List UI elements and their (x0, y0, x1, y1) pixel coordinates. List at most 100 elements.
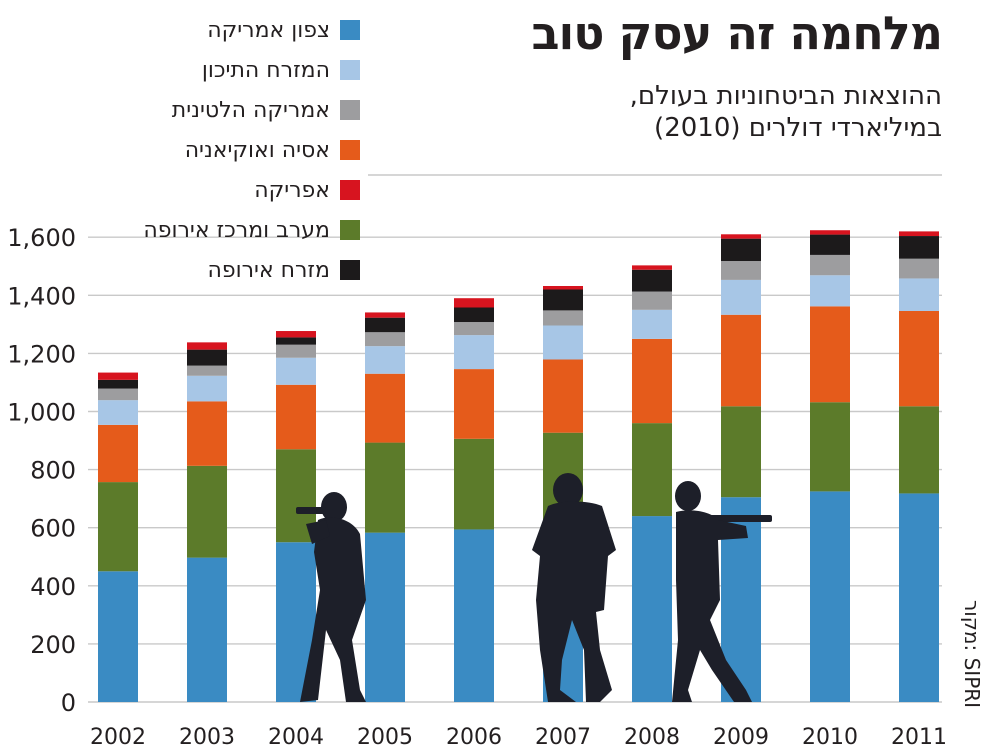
legend-swatch (340, 140, 360, 160)
x-tick-label: 2011 (891, 725, 947, 750)
bar-segment (187, 365, 227, 376)
x-tick-label: 2009 (713, 725, 769, 750)
bar-segment (187, 342, 227, 350)
bar-segment (632, 338, 672, 424)
bar-segment (810, 234, 850, 255)
bar-segment (187, 375, 227, 402)
bar-segment (899, 406, 939, 494)
bar-segment (365, 346, 405, 374)
bar-segment (276, 357, 316, 385)
legend-swatch (340, 180, 360, 200)
source-label: מקור: SIPRI (960, 600, 984, 709)
legend-label: מערב ומרכז אירופה (143, 217, 330, 243)
bar-segment (454, 307, 494, 323)
legend-label: המזרח התיכון (201, 57, 330, 83)
grid-lines (88, 174, 942, 703)
x-tick-label: 2006 (446, 725, 502, 750)
bar-segment (98, 424, 138, 483)
legend-swatch (340, 20, 360, 40)
bar-segment (899, 493, 939, 702)
bars (98, 230, 939, 702)
legend-label: צפון אמריקה (207, 17, 330, 43)
bar-segment (899, 236, 939, 259)
bar-segment (454, 529, 494, 702)
x-tick-label: 2005 (357, 725, 413, 750)
chart-subtitle: ההוצאות הביטחוניות בעולם, במיליארדי דולר… (630, 80, 942, 144)
y-tick-label: 800 (30, 457, 76, 485)
bar-segment (276, 384, 316, 450)
bar-segment (98, 372, 138, 380)
x-tick-label: 2003 (179, 725, 235, 750)
soldier-silhouettes (296, 473, 772, 702)
bar-segment (810, 230, 850, 235)
bar-segment (721, 406, 761, 498)
x-tick-label: 2010 (802, 725, 858, 750)
bar-segment (899, 231, 939, 237)
y-tick-label: 1,200 (7, 340, 76, 368)
legend-label: אפריקה (254, 177, 330, 203)
legend-label: אמריקה הלטינית (171, 97, 330, 123)
bar-segment (454, 298, 494, 308)
legend: צפון אמריקה המזרח התיכון אמריקה הלטינית אסי… (143, 10, 360, 290)
bar-segment (454, 369, 494, 439)
soldier-silhouette-icon (672, 481, 772, 702)
soldier-silhouette-icon (532, 473, 616, 702)
bar-segment (721, 279, 761, 315)
bar-segment (899, 310, 939, 407)
legend-swatch (340, 60, 360, 80)
bar-segment (899, 258, 939, 279)
legend-item: מזרח אירופה (143, 250, 360, 290)
bar-segment (543, 310, 583, 326)
bar-segment (454, 335, 494, 370)
legend-item: אמריקה הלטינית (143, 90, 360, 130)
y-tick-label: 200 (30, 631, 76, 659)
bar-segment (98, 482, 138, 572)
bar-segment (899, 278, 939, 311)
bar-segment (543, 359, 583, 433)
subtitle-line-2: במיליארדי דולרים (2010) (654, 113, 942, 143)
subtitle-line-1: ההוצאות הביטחוניות בעולם, (629, 81, 942, 111)
bar-segment (365, 442, 405, 533)
y-tick-label: 1,600 (7, 224, 76, 252)
legend-swatch (340, 100, 360, 120)
legend-swatch (340, 220, 360, 240)
bar-segment (632, 516, 672, 702)
x-tick-label: 2004 (268, 725, 324, 750)
chart-title: מלחמה זה עסק טוב (531, 6, 943, 60)
bar-segment (810, 275, 850, 307)
bar-segment (632, 291, 672, 310)
bar-segment (98, 571, 138, 702)
x-axis: 2002 2003 2004 2005 2006 2007 2008 2009 2010 2011 (90, 725, 947, 750)
bar-segment (810, 491, 850, 702)
bar-segment (810, 254, 850, 276)
y-axis: 0 200 400 600 800 1,000 1,200 1,400 1,600 (7, 224, 76, 717)
legend-item: צפון אמריקה (143, 10, 360, 50)
bar-segment (98, 379, 138, 389)
bar-segment (632, 423, 672, 517)
bar-segment (365, 373, 405, 443)
bar-segment (721, 234, 761, 239)
x-tick-label: 2002 (90, 725, 146, 750)
bar-segment (454, 438, 494, 530)
bar-segment (98, 400, 138, 425)
bar-segment (276, 337, 316, 345)
soldier-silhouette-icon (296, 492, 366, 702)
bar-segment (365, 532, 405, 702)
bar-segment (187, 465, 227, 558)
x-tick-label: 2008 (624, 725, 680, 750)
bar-segment (721, 261, 761, 280)
bar-segment (187, 349, 227, 366)
bar-segment (543, 286, 583, 290)
y-tick-label: 400 (30, 573, 76, 601)
y-tick-label: 1,400 (7, 282, 76, 310)
bar-segment (365, 312, 405, 318)
legend-item: אסיה ואוקיאניה (143, 130, 360, 170)
legend-label: אסיה ואוקיאניה (184, 137, 330, 163)
bar-segment (98, 388, 138, 401)
bar-segment (276, 344, 316, 358)
bar-segment (632, 269, 672, 292)
legend-item: המזרח התיכון (143, 50, 360, 90)
y-tick-label: 600 (30, 515, 76, 543)
bar-segment (543, 325, 583, 360)
